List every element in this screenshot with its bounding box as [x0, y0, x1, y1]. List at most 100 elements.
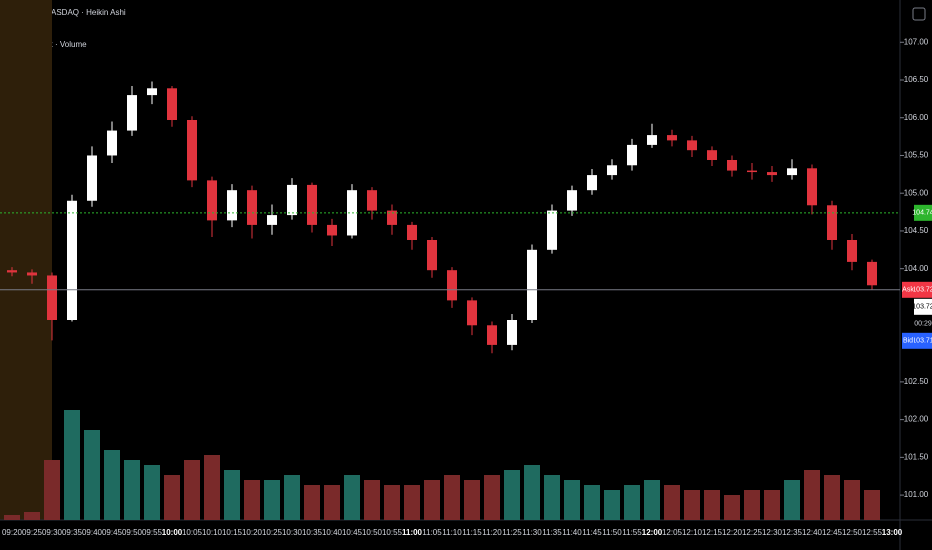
x-tick-label: 12:05 [662, 528, 683, 537]
volume-bar [284, 475, 300, 520]
volume-bar [664, 485, 680, 520]
x-tick-label: 12:00 [642, 528, 663, 537]
candle-body [567, 190, 577, 211]
y-tick-label: 101.50 [904, 452, 929, 461]
candle-body [487, 325, 497, 345]
x-tick-label: 12:10 [682, 528, 703, 537]
candle-body [467, 300, 477, 326]
x-tick-label: 09:35 [62, 528, 83, 537]
volume-bar [404, 485, 420, 520]
candle-body [687, 140, 697, 151]
volume-bar [844, 480, 860, 520]
premarket-shade [0, 0, 52, 520]
candle-body [207, 180, 217, 221]
price-label: 103.71 [912, 338, 932, 345]
price-label-box [914, 332, 932, 349]
candle-body [727, 160, 737, 171]
volume-bar [244, 480, 260, 520]
x-tick-label: 11:50 [602, 528, 622, 537]
volume-bar [784, 480, 800, 520]
candle-body [47, 275, 57, 320]
volume-bar [224, 470, 240, 520]
volume-bar [764, 490, 780, 520]
x-tick-label: 12:30 [762, 528, 783, 537]
x-tick-label: 12:15 [702, 528, 723, 537]
x-tick-label: 12:55 [862, 528, 883, 537]
volume-bar [804, 470, 820, 520]
x-tick-label: 11:30 [522, 528, 542, 537]
x-tick-label: 09:50 [122, 528, 143, 537]
volume-bar [544, 475, 560, 520]
candle-body [747, 170, 757, 173]
y-tick-label: 105.50 [904, 151, 929, 160]
countdown: 00:29 [914, 321, 932, 328]
candle-body [807, 168, 817, 206]
volume-bar [624, 485, 640, 520]
x-tick-label: 10:25 [262, 528, 283, 537]
volume-bar [124, 460, 140, 520]
volume-bar [364, 480, 380, 520]
volume-bar [184, 460, 200, 520]
price-tag: Ask [902, 287, 914, 294]
x-tick-label: 12:50 [842, 528, 863, 537]
y-tick-label: 104.50 [904, 226, 929, 235]
x-tick-label: 11:00 [402, 528, 423, 537]
x-tick-label: 09:30 [42, 528, 63, 537]
candle-body [707, 150, 717, 160]
y-tick-label: 106.00 [904, 113, 929, 122]
x-tick-label: 11:35 [542, 528, 562, 537]
candle-body [387, 210, 397, 225]
x-tick-label: 09:55 [142, 528, 163, 537]
volume-bar [444, 475, 460, 520]
y-tick-label: 102.50 [904, 377, 929, 386]
candle-body [787, 168, 797, 176]
x-tick-label: 10:10 [202, 528, 223, 537]
x-tick-label: 11:05 [422, 528, 442, 537]
volume-bar [264, 480, 280, 520]
volume-bar [304, 485, 320, 520]
volume-bar [704, 490, 720, 520]
candle-body [227, 190, 237, 221]
candle-body [607, 165, 617, 176]
x-tick-label: 12:40 [802, 528, 823, 537]
x-tick-label: 09:40 [82, 528, 103, 537]
x-tick-label: 10:55 [382, 528, 403, 537]
volume-bar [24, 512, 40, 520]
volume-bar [724, 495, 740, 520]
candle-body [287, 184, 297, 216]
candle-body [327, 224, 337, 236]
candle-body [847, 240, 857, 262]
candle-body [127, 95, 137, 131]
y-tick-label: 106.50 [904, 75, 929, 84]
x-tick-label: 11:55 [622, 528, 642, 537]
y-tick-label: 101.00 [904, 490, 929, 499]
x-tick-label: 11:15 [462, 528, 482, 537]
candle-body [667, 135, 677, 141]
x-tick-label: 10:50 [362, 528, 383, 537]
price-label: 103.72 [912, 304, 932, 311]
candle-body [507, 320, 517, 345]
x-tick-label: 09:25 [22, 528, 43, 537]
x-tick-label: 10:30 [282, 528, 303, 537]
candle-body [27, 272, 37, 276]
x-tick-label: 10:45 [342, 528, 363, 537]
x-tick-label: 11:20 [482, 528, 502, 537]
candle-body [187, 120, 197, 181]
volume-bar [44, 460, 60, 520]
candle-body [647, 135, 657, 145]
volume-bar [524, 465, 540, 520]
volume-bar [64, 410, 80, 520]
candle-body [587, 175, 597, 191]
candle-body [167, 88, 177, 120]
candle-body [767, 172, 777, 176]
volume-bar [204, 455, 220, 520]
candle-body [307, 184, 317, 225]
volume-bar [644, 480, 660, 520]
settings-button[interactable] [912, 7, 926, 21]
x-tick-label: 13:00 [882, 528, 903, 537]
x-tick-label: 11:25 [502, 528, 522, 537]
x-tick-label: 12:35 [782, 528, 803, 537]
x-tick-label: 12:25 [742, 528, 763, 537]
candle-body [627, 144, 637, 166]
